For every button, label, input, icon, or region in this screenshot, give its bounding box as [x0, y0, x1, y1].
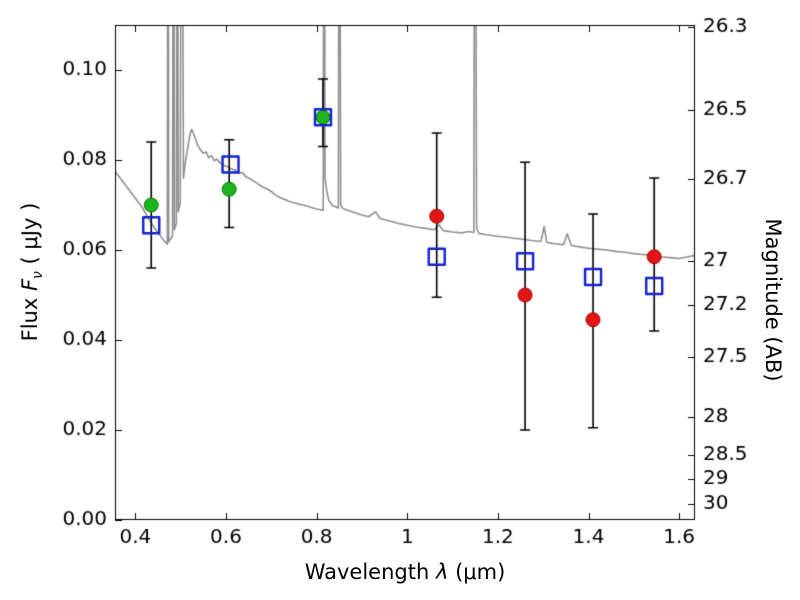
x-axis-title: Wavelength λ (μm) [305, 560, 506, 584]
flux-label-text: Flux [17, 291, 42, 342]
x-axis-title-units: (μm) [448, 560, 506, 584]
x-axis-title-text: Wavelength [304, 560, 436, 584]
nu-subscript: ν [30, 271, 47, 279]
flux-label-units: ( μJy ) [17, 202, 42, 272]
y-axis-title-left: Flux Fν ( μJy ) [18, 203, 46, 342]
lambda-symbol: λ [435, 560, 449, 584]
y-axis-title-right: Magnitude (AB) [761, 218, 785, 382]
flux-symbol: F [17, 278, 42, 291]
